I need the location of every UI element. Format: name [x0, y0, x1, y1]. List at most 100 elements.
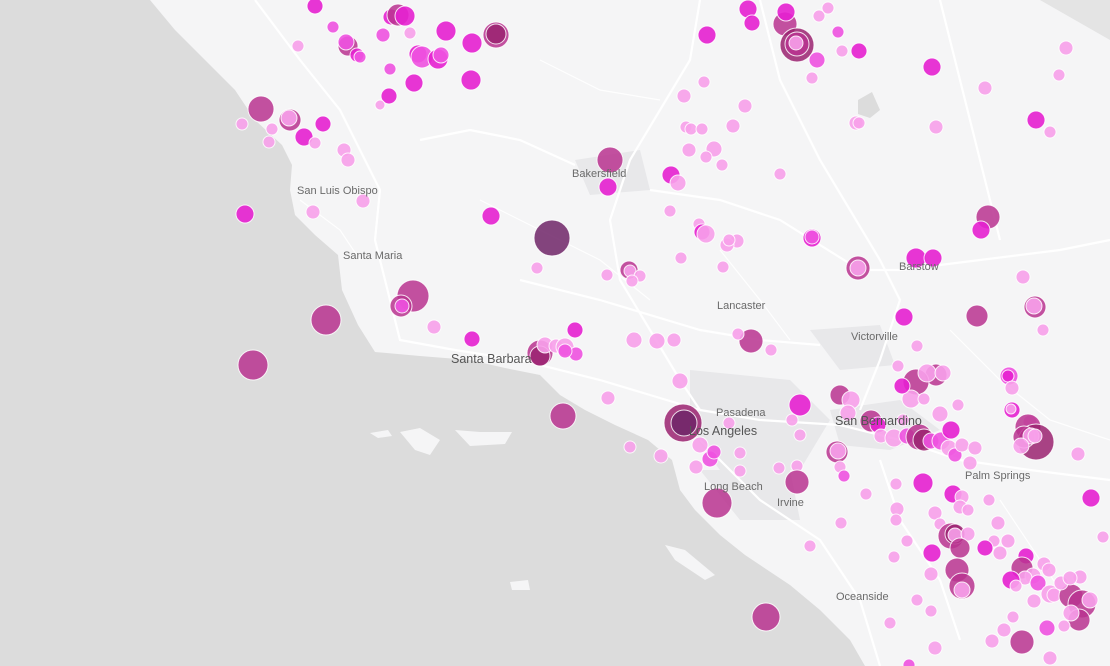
earthquake-marker[interactable] [934, 364, 952, 382]
earthquake-marker[interactable] [751, 602, 781, 632]
earthquake-marker[interactable] [949, 537, 971, 559]
earthquake-marker[interactable] [887, 550, 901, 564]
earthquake-marker[interactable] [931, 405, 949, 423]
earthquake-marker[interactable] [1000, 533, 1016, 549]
earthquake-marker[interactable] [852, 116, 866, 130]
earthquake-marker[interactable] [839, 404, 857, 422]
earthquake-marker[interactable] [598, 177, 618, 197]
earthquake-marker[interactable] [850, 42, 868, 60]
earthquake-marker[interactable] [967, 440, 983, 456]
earthquake-marker[interactable] [912, 472, 934, 494]
earthquake-marker[interactable] [481, 206, 501, 226]
earthquake-marker[interactable] [928, 119, 944, 135]
earthquake-marker[interactable] [697, 75, 711, 89]
earthquake-marker[interactable] [699, 150, 713, 164]
earthquake-marker[interactable] [733, 446, 747, 460]
earthquake-marker[interactable] [715, 158, 729, 172]
earthquake-marker[interactable] [805, 71, 819, 85]
earthquake-marker[interactable] [435, 20, 457, 42]
earthquake-marker[interactable] [812, 9, 826, 23]
earthquake-marker[interactable] [835, 44, 849, 58]
earthquake-marker[interactable] [566, 321, 584, 339]
earthquake-marker[interactable] [917, 363, 937, 383]
earthquake-marker[interactable] [681, 142, 697, 158]
earthquake-marker[interactable] [793, 428, 807, 442]
earthquake-marker[interactable] [1058, 40, 1074, 56]
earthquake-marker[interactable] [738, 328, 764, 354]
earthquake-marker[interactable] [1036, 323, 1050, 337]
earthquake-marker[interactable] [625, 331, 643, 349]
earthquake-marker[interactable] [305, 204, 321, 220]
earthquake-marker[interactable] [764, 343, 778, 357]
earthquake-marker[interactable] [314, 115, 332, 133]
earthquake-marker[interactable] [460, 69, 482, 91]
earthquake-marker[interactable] [1062, 570, 1078, 586]
earthquake-marker[interactable] [533, 219, 571, 257]
earthquake-marker[interactable] [922, 57, 942, 77]
earthquake-marker[interactable] [666, 332, 682, 348]
earthquake-marker[interactable] [337, 33, 355, 51]
earthquake-marker[interactable] [340, 152, 356, 168]
earthquake-marker[interactable] [1005, 403, 1017, 415]
earthquake-marker[interactable] [697, 25, 717, 45]
earthquake-marker[interactable] [280, 109, 298, 127]
earthquake-marker[interactable] [965, 304, 989, 328]
earthquake-marker[interactable] [1004, 380, 1020, 396]
earthquake-marker[interactable] [684, 122, 698, 136]
earthquake-marker[interactable] [235, 117, 249, 131]
earthquake-marker[interactable] [1038, 619, 1056, 637]
earthquake-marker[interactable] [722, 233, 736, 247]
earthquake-marker[interactable] [837, 469, 851, 483]
earthquake-marker[interactable] [883, 616, 897, 630]
earthquake-marker[interactable] [731, 327, 745, 341]
earthquake-marker[interactable] [375, 27, 391, 43]
earthquake-marker[interactable] [1043, 125, 1057, 139]
earthquake-marker[interactable] [701, 487, 733, 519]
earthquake-marker[interactable] [1041, 562, 1057, 578]
earthquake-marker[interactable] [696, 224, 716, 244]
earthquake-marker[interactable] [1057, 619, 1071, 633]
earthquake-marker[interactable] [953, 581, 971, 599]
earthquake-marker[interactable] [374, 99, 386, 111]
earthquake-marker[interactable] [1012, 437, 1030, 455]
earthquake-marker[interactable] [237, 349, 269, 381]
earthquake-marker[interactable] [821, 1, 835, 15]
earthquake-marker[interactable] [927, 640, 943, 656]
earthquake-marker[interactable] [743, 14, 761, 32]
earthquake-marker[interactable] [773, 167, 787, 181]
earthquake-marker[interactable] [265, 122, 279, 136]
earthquake-marker[interactable] [262, 135, 276, 149]
earthquake-marker[interactable] [902, 658, 916, 666]
earthquake-marker[interactable] [308, 136, 322, 150]
earthquake-marker[interactable] [923, 248, 943, 268]
earthquake-marker[interactable] [910, 593, 924, 607]
earthquake-marker[interactable] [1081, 488, 1101, 508]
earthquake-marker[interactable] [1096, 530, 1110, 544]
earthquake-marker[interactable] [960, 526, 976, 542]
earthquake-marker[interactable] [695, 122, 709, 136]
earthquake-marker[interactable] [691, 436, 709, 454]
earthquake-marker[interactable] [235, 204, 255, 224]
earthquake-marker[interactable] [788, 35, 804, 51]
earthquake-marker[interactable] [889, 513, 903, 527]
earthquake-marker[interactable] [894, 307, 914, 327]
earthquake-marker[interactable] [977, 80, 993, 96]
earthquake-marker[interactable] [924, 604, 938, 618]
earthquake-marker[interactable] [976, 539, 994, 557]
earthquake-marker[interactable] [463, 330, 481, 348]
earthquake-marker[interactable] [941, 420, 961, 440]
earthquake-marker[interactable] [530, 261, 544, 275]
earthquake-marker[interactable] [804, 229, 820, 245]
earthquake-marker[interactable] [831, 25, 845, 39]
earthquake-marker[interactable] [394, 298, 410, 314]
earthquake-marker[interactable] [992, 545, 1008, 561]
earthquake-marker[interactable] [725, 118, 741, 134]
earthquake-marker[interactable] [653, 448, 669, 464]
earthquake-marker[interactable] [291, 39, 305, 53]
earthquake-marker[interactable] [706, 444, 722, 460]
earthquake-marker[interactable] [923, 566, 939, 582]
earthquake-marker[interactable] [557, 343, 573, 359]
earthquake-marker[interactable] [671, 372, 689, 390]
earthquake-marker[interactable] [676, 88, 692, 104]
